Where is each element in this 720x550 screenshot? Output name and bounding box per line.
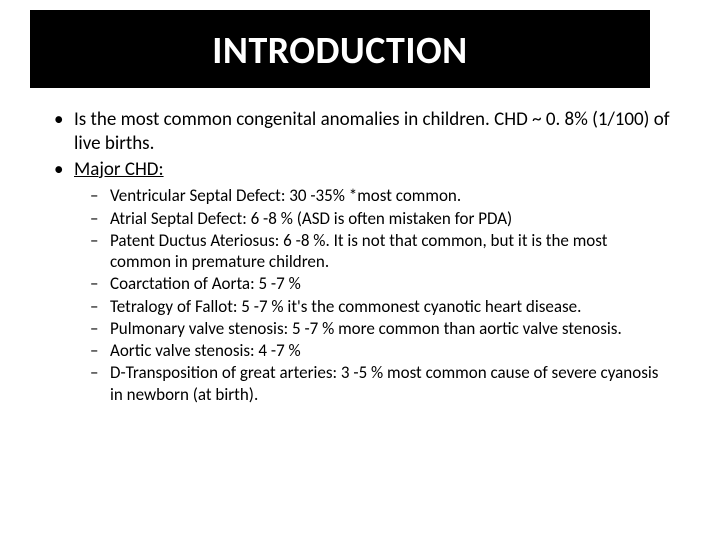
list-item: D-Transposition of great arteries: 3 -5 … <box>88 362 670 405</box>
bullet-text: Major CHD: <box>74 158 164 181</box>
sub-bullet-text: Pulmonary valve stenosis: 5 -7 % more co… <box>110 318 622 339</box>
title-bar: INTRODUCTION <box>30 10 650 88</box>
sub-bullet-text: Coarctation of Aorta: 5 -7 % <box>110 273 301 294</box>
sub-bullet-text: D-Transposition of great arteries: 3 -5 … <box>110 362 658 404</box>
sub-bullet-text: Tetralogy of Fallot: 5 -7 % it's the com… <box>110 296 581 317</box>
sub-bullet-text: Ventricular Septal Defect: 30 -35% *most… <box>110 185 461 206</box>
sub-bullet-list: Ventricular Septal Defect: 30 -35% *most… <box>88 185 670 405</box>
sub-bullet-text: Patent Ductus Ateriosus: 6 -8 %. It is n… <box>110 230 607 272</box>
list-item: Is the most common congenital anomalies … <box>50 108 670 156</box>
list-item: Patent Ductus Ateriosus: 6 -8 %. It is n… <box>88 230 670 273</box>
list-item: Pulmonary valve stenosis: 5 -7 % more co… <box>88 318 670 339</box>
bullet-text: Is the most common congenital anomalies … <box>74 108 670 155</box>
slide: INTRODUCTION Is the most common congenit… <box>0 10 720 550</box>
sub-bullet-text: Aortic valve stenosis: 4 -7 % <box>110 340 301 361</box>
bullet-list: Is the most common congenital anomalies … <box>50 108 670 405</box>
slide-content: Is the most common congenital anomalies … <box>0 88 720 405</box>
sub-bullet-text: Atrial Septal Defect: 6 -8 % (ASD is oft… <box>110 208 512 229</box>
list-item: Aortic valve stenosis: 4 -7 % <box>88 340 670 361</box>
slide-title: INTRODUCTION <box>30 28 650 74</box>
list-item: Atrial Septal Defect: 6 -8 % (ASD is oft… <box>88 208 670 229</box>
list-item: Ventricular Septal Defect: 30 -35% *most… <box>88 185 670 206</box>
list-item: Tetralogy of Fallot: 5 -7 % it's the com… <box>88 296 670 317</box>
list-item: Coarctation of Aorta: 5 -7 % <box>88 273 670 294</box>
list-item: Major CHD: Ventricular Septal Defect: 30… <box>50 158 670 405</box>
